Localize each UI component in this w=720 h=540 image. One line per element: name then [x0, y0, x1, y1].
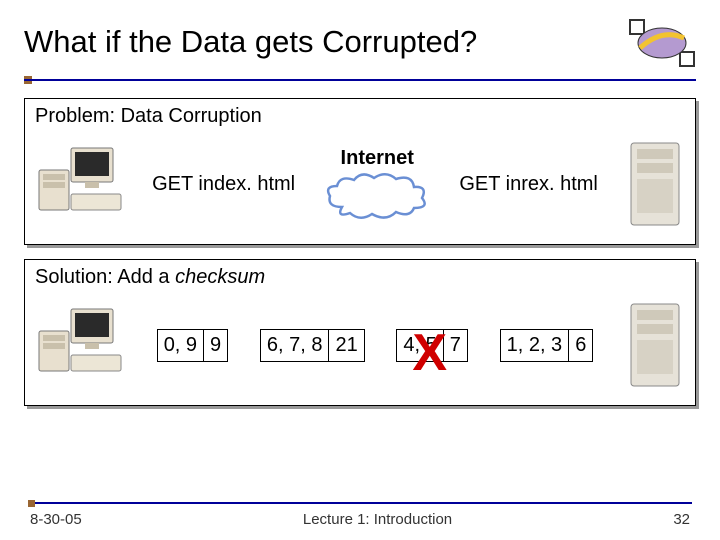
packet-data: 1, 2, 3 — [501, 330, 570, 361]
footer-lecture: Lecture 1: Introduction — [303, 511, 452, 528]
footer-date: 8-30-05 — [30, 511, 82, 528]
request-original: GET index. html — [152, 173, 295, 196]
solution-heading-prefix: Solution: Add a — [35, 266, 175, 288]
page-title: What if the Data gets Corrupted? — [24, 18, 612, 60]
packet-1: 0, 9 9 — [157, 329, 228, 362]
problem-panel: Problem: Data Corruption GET index. html… — [24, 98, 696, 245]
client-computer-icon — [35, 144, 125, 224]
packet-data: 0, 9 — [158, 330, 204, 361]
packet-checksum: 9 — [204, 330, 227, 361]
solution-heading: Solution: Add a checksum — [35, 266, 685, 289]
server-icon — [625, 300, 685, 390]
solution-heading-em: checksum — [175, 266, 265, 288]
packet-data: 4, 5 — [397, 330, 443, 361]
problem-heading: Problem: Data Corruption — [35, 105, 685, 128]
packet-4: 1, 2, 3 6 — [500, 329, 594, 362]
cloud-label: Internet — [341, 147, 414, 170]
footer-rule — [28, 502, 692, 504]
solution-panel: Solution: Add a checksum 0, 9 9 6, — [24, 259, 696, 406]
packet-3-bad: 4, 5 7 — [396, 329, 467, 362]
packet-checksum: 6 — [569, 330, 592, 361]
footer-page: 32 — [673, 511, 690, 528]
client-computer-icon — [35, 305, 125, 385]
request-corrupted: GET inrex. html — [459, 173, 598, 196]
packet-checksum: 7 — [444, 330, 467, 361]
server-icon — [625, 139, 685, 229]
title-decor-icon — [628, 18, 696, 68]
footer-tick — [28, 500, 35, 507]
internet-cloud-icon — [322, 172, 432, 222]
packet-2: 6, 7, 8 21 — [260, 329, 365, 362]
packet-data: 6, 7, 8 — [261, 330, 330, 361]
packet-checksum: 21 — [329, 330, 363, 361]
title-underline — [24, 78, 696, 84]
